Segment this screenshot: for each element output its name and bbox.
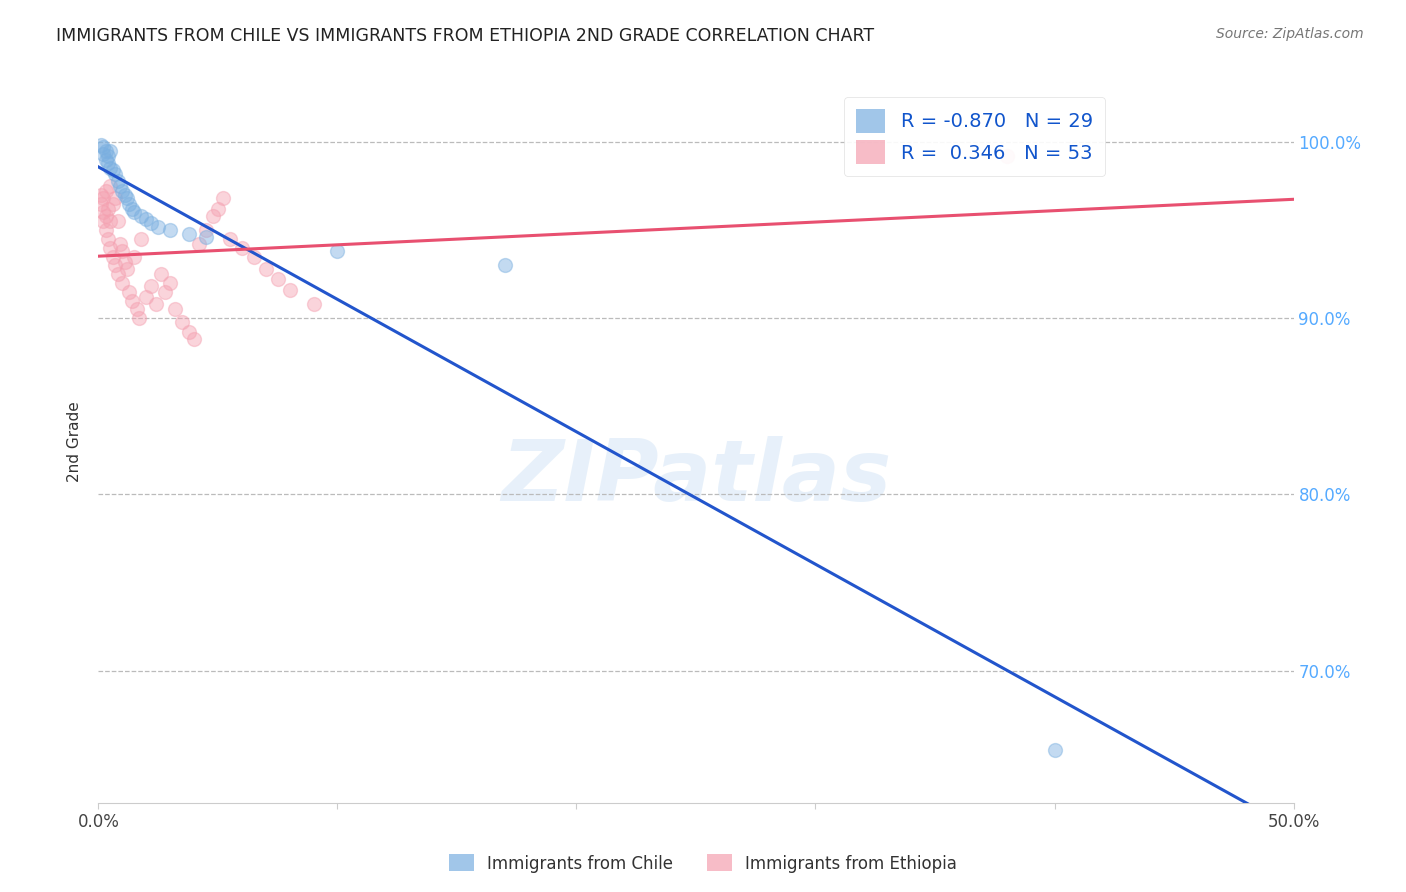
Text: IMMIGRANTS FROM CHILE VS IMMIGRANTS FROM ETHIOPIA 2ND GRADE CORRELATION CHART: IMMIGRANTS FROM CHILE VS IMMIGRANTS FROM… xyxy=(56,27,875,45)
Legend: Immigrants from Chile, Immigrants from Ethiopia: Immigrants from Chile, Immigrants from E… xyxy=(443,847,963,880)
Text: ZIPatlas: ZIPatlas xyxy=(501,436,891,519)
Y-axis label: 2nd Grade: 2nd Grade xyxy=(67,401,83,482)
Text: Source: ZipAtlas.com: Source: ZipAtlas.com xyxy=(1216,27,1364,41)
Legend: R = -0.870   N = 29, R =  0.346   N = 53: R = -0.870 N = 29, R = 0.346 N = 53 xyxy=(845,97,1105,176)
